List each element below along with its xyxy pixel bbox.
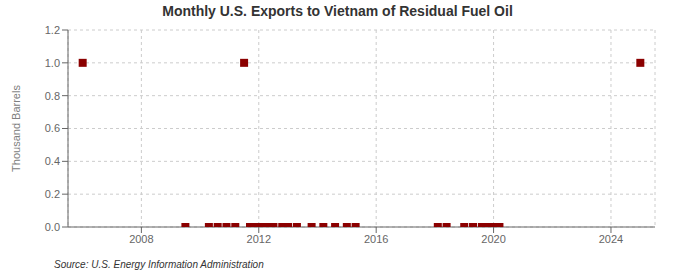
html-text:Monthly U.S. Exports to Vietna: Monthly U.S. Exports to Vietnam of Resid…	[162, 3, 513, 19]
svg-text:0.2: 0.2	[45, 188, 60, 200]
svg-text:1.2: 1.2	[45, 24, 60, 36]
svg-text:0.4: 0.4	[45, 155, 60, 167]
svg-text:0.8: 0.8	[45, 90, 60, 102]
svg-text:2024: 2024	[599, 233, 623, 245]
svg-text:0.6: 0.6	[45, 122, 60, 134]
svg-text:2008: 2008	[129, 233, 153, 245]
svg-text:Thousand Barrels: Thousand Barrels	[10, 85, 22, 172]
html-text:Source: U.S. Energy Informatio: Source: U.S. Energy Information Administ…	[54, 259, 264, 270]
svg-text:2016: 2016	[364, 233, 388, 245]
svg-text:2020: 2020	[481, 233, 505, 245]
svg-text:0.0: 0.0	[45, 221, 60, 233]
svg-text:2012: 2012	[247, 233, 271, 245]
svg-text:1.0: 1.0	[45, 57, 60, 69]
